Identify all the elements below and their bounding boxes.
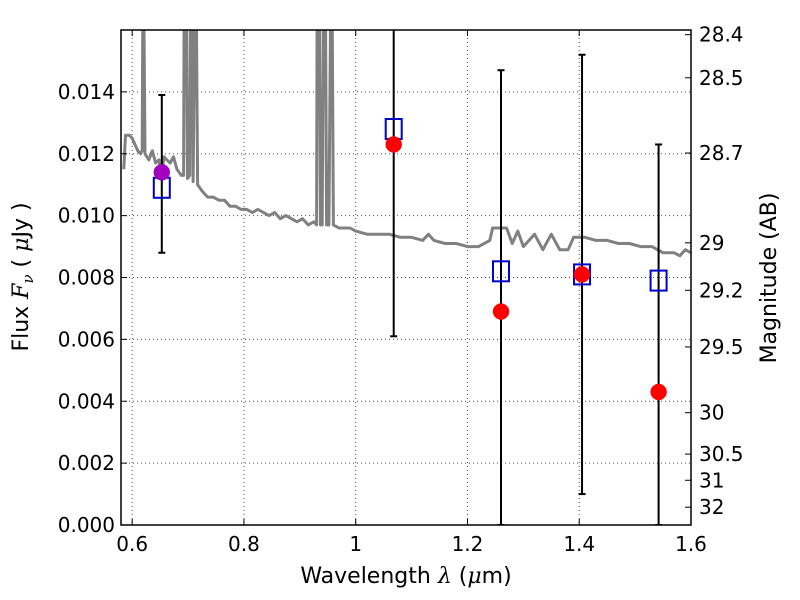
- x-tick-label: 1.6: [675, 532, 707, 556]
- x-tick-label: 0.8: [228, 532, 260, 556]
- y-tick-label: 0.000: [58, 513, 115, 537]
- observed-point-circle: [573, 266, 591, 283]
- model-spectrum-line: [122, 30, 691, 258]
- grid-lines: [121, 30, 692, 525]
- x-tick-label: 0.6: [116, 532, 148, 556]
- y-tick-label: 0.010: [58, 204, 115, 228]
- y-axis-label: Flux Fν ( μJy ): [9, 202, 37, 351]
- observed-point-circle: [492, 303, 510, 320]
- x-tick-label: 1: [349, 532, 362, 556]
- y-tick-label: 0.012: [58, 142, 115, 166]
- y2-tick-label: 28.7: [699, 141, 744, 165]
- x-axis: 0.6 0.8 1 1.2 1.4 1.6: [116, 30, 707, 556]
- y-tick-label: 0.006: [58, 327, 115, 351]
- plot-area: [122, 30, 691, 525]
- x-tick-label: 1.4: [563, 532, 595, 556]
- y-axis: 0.000 0.002 0.004 0.006 0.008 0.010 0.012 0.014: [58, 80, 127, 537]
- observed-point-circle: [153, 164, 171, 181]
- observed-point-circle: [650, 383, 667, 401]
- y-tick-label: 0.008: [58, 266, 115, 290]
- y2-tick-label: 28.4: [699, 23, 744, 47]
- y2-tick-label: 28.5: [699, 66, 744, 90]
- y-tick-label: 0.002: [58, 451, 115, 475]
- y2-axis: 28.4 28.5 28.7 29 29.2 29.5 30 30.531 32: [685, 23, 744, 519]
- y2-tick-label: 31: [699, 468, 724, 492]
- y-tick-label: 0.004: [58, 389, 115, 413]
- observed-point-circle: [385, 136, 402, 153]
- y-tick-label: 0.014: [58, 80, 115, 104]
- y2-tick-label: 30.5: [699, 442, 744, 466]
- y2-tick-label: 29: [699, 231, 724, 255]
- y2-tick-label: 29.2: [699, 278, 744, 302]
- model-point-square: [492, 260, 510, 283]
- model-point-square: [649, 269, 668, 292]
- y2-tick-label: 32: [699, 495, 724, 519]
- y2-tick-label: 29.5: [699, 335, 744, 359]
- y2-tick-label: 30: [699, 401, 724, 425]
- y2-axis-label: Magnitude (AB): [757, 193, 782, 364]
- x-axis-label: Wavelength λ (μm): [300, 564, 511, 589]
- x-tick-label: 1.2: [452, 532, 484, 556]
